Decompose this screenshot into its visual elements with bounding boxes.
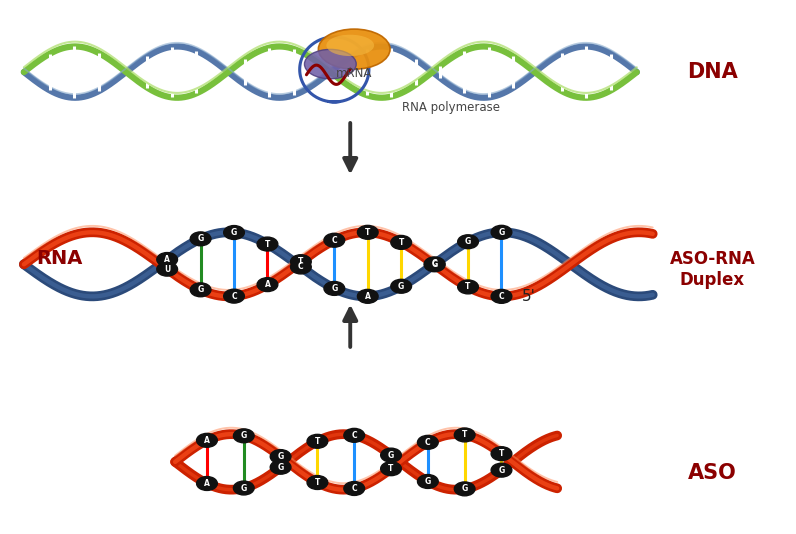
Circle shape: [271, 450, 291, 464]
Text: DNA: DNA: [687, 62, 738, 82]
Text: A: A: [365, 292, 371, 301]
Text: C: C: [351, 484, 357, 493]
Circle shape: [291, 260, 311, 274]
Text: T: T: [298, 257, 303, 266]
Circle shape: [417, 435, 438, 449]
Circle shape: [324, 233, 345, 247]
Text: T: T: [466, 282, 470, 292]
Text: T: T: [314, 437, 320, 446]
Circle shape: [357, 289, 378, 303]
Circle shape: [391, 235, 412, 249]
Text: T: T: [499, 449, 504, 458]
Text: G: G: [498, 466, 505, 475]
Circle shape: [257, 278, 278, 292]
Circle shape: [271, 460, 291, 474]
Circle shape: [324, 281, 345, 295]
Text: G: G: [462, 484, 468, 493]
Text: G: G: [388, 451, 394, 460]
Text: G: G: [425, 477, 431, 486]
Circle shape: [190, 283, 211, 297]
Circle shape: [357, 225, 378, 239]
Text: C: C: [298, 263, 304, 271]
Circle shape: [224, 225, 244, 239]
Circle shape: [458, 280, 478, 294]
Text: T: T: [388, 464, 394, 473]
Circle shape: [291, 255, 311, 269]
Text: A: A: [164, 255, 170, 264]
Text: C: C: [431, 260, 438, 269]
Text: G: G: [465, 237, 471, 246]
Text: ASO-RNA: ASO-RNA: [669, 250, 755, 268]
Circle shape: [157, 253, 178, 266]
Text: A: A: [204, 436, 210, 445]
Text: U: U: [164, 265, 170, 273]
Text: A: A: [204, 479, 210, 488]
Circle shape: [424, 257, 445, 271]
Circle shape: [491, 225, 512, 239]
Text: C: C: [231, 292, 237, 301]
Text: RNA polymerase: RNA polymerase: [402, 101, 500, 114]
Text: G: G: [278, 463, 283, 472]
Circle shape: [391, 279, 412, 293]
Text: G: G: [197, 285, 204, 294]
Text: T: T: [462, 430, 467, 439]
Text: G: G: [197, 234, 204, 244]
Circle shape: [344, 428, 365, 442]
Circle shape: [307, 476, 328, 490]
Circle shape: [380, 462, 401, 476]
Circle shape: [424, 258, 445, 272]
Text: G: G: [240, 431, 247, 441]
Circle shape: [380, 448, 401, 462]
Circle shape: [455, 428, 475, 442]
Text: T: T: [265, 240, 270, 248]
Text: G: G: [431, 260, 438, 269]
Text: ASO: ASO: [688, 462, 737, 483]
Text: Duplex: Duplex: [680, 271, 745, 289]
Text: C: C: [498, 292, 505, 301]
Text: C: C: [351, 431, 357, 440]
Circle shape: [491, 463, 512, 477]
Text: G: G: [331, 284, 338, 293]
Text: T: T: [399, 238, 404, 247]
Text: T: T: [314, 478, 320, 487]
Ellipse shape: [304, 49, 356, 78]
Text: mRNA: mRNA: [336, 67, 373, 80]
Circle shape: [458, 235, 478, 249]
Text: G: G: [240, 483, 247, 492]
Circle shape: [417, 475, 438, 489]
Text: A: A: [264, 280, 271, 289]
Circle shape: [344, 482, 365, 496]
Text: T: T: [365, 228, 370, 237]
Text: C: C: [425, 438, 431, 447]
Circle shape: [224, 289, 244, 303]
Text: G: G: [278, 452, 283, 461]
Circle shape: [233, 481, 254, 495]
Circle shape: [491, 447, 512, 461]
Circle shape: [190, 232, 211, 246]
Text: G: G: [231, 228, 237, 237]
Text: 5': 5': [521, 289, 535, 304]
Circle shape: [455, 482, 475, 496]
Circle shape: [491, 289, 512, 303]
Circle shape: [257, 237, 278, 251]
Circle shape: [197, 434, 217, 447]
Circle shape: [233, 429, 254, 443]
Text: C: C: [331, 235, 338, 245]
Ellipse shape: [326, 35, 374, 56]
Circle shape: [197, 476, 217, 490]
Text: G: G: [498, 228, 505, 237]
Text: G: G: [398, 282, 404, 290]
Ellipse shape: [318, 29, 390, 69]
Text: RNA: RNA: [37, 249, 83, 269]
Circle shape: [157, 262, 178, 276]
Circle shape: [307, 434, 328, 448]
